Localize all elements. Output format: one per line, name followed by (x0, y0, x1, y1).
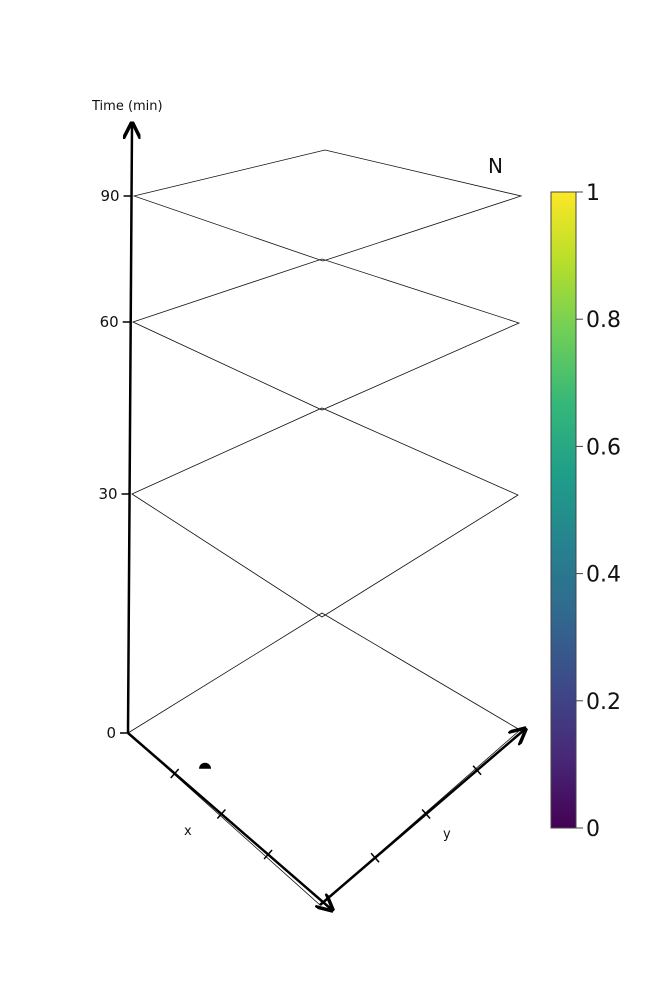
time-ticks: 0 30 60 90 (98, 187, 132, 742)
heatmap-layer-t90 (132, 149, 523, 262)
time-tick-label: 30 (98, 485, 117, 503)
heatmap-layer-t0 (127, 612, 521, 906)
source-marker (199, 762, 212, 769)
x-tick (263, 849, 273, 860)
y-tick (421, 809, 431, 819)
time-tick-label: 90 (100, 187, 119, 205)
layer-outline (131, 407, 519, 618)
x-axis-line (127, 732, 331, 909)
y-axis-title: y (443, 827, 451, 842)
heatmap-surface (133, 259, 511, 410)
y-tick (472, 765, 482, 776)
colorbar-tick-label: 0.6 (586, 435, 621, 460)
colorbar-ticks: 0 0.2 0.4 0.6 0.8 1 (576, 181, 621, 842)
y-tick (370, 852, 380, 863)
layer-outline (131, 258, 521, 411)
time-axis-title: Time (min) (91, 99, 163, 114)
floor-axis-ticks (170, 765, 482, 863)
heatmap-layer-t60 (131, 258, 521, 411)
x-tick (216, 808, 226, 819)
heatmap-surface (132, 408, 512, 617)
layer-outline (127, 612, 521, 906)
colorbar-tick-label: 0 (586, 817, 600, 842)
north-label: N (488, 154, 503, 178)
time-tick-label: 0 (106, 724, 116, 742)
colorbar (550, 191, 577, 829)
heatmap-layers (127, 149, 523, 906)
colorbar-tick-label: 1 (586, 181, 600, 206)
layer-outline (132, 149, 523, 262)
x-axis-title: x (184, 824, 192, 839)
time-tick-label: 60 (100, 313, 119, 331)
north-arrowhead-icon (497, 191, 507, 201)
heatmap-surface (128, 613, 514, 905)
heatmap-surface (134, 150, 514, 261)
colorbar-tick-label: 0.8 (586, 308, 621, 333)
colorbar-tick-label: 0.2 (586, 690, 621, 715)
time-axis-line (128, 125, 132, 734)
heatmap-layer-t30 (131, 407, 519, 618)
colorbar-tick-label: 0.4 (586, 563, 621, 588)
x-tick (170, 768, 180, 779)
y-axis-line (319, 730, 524, 906)
